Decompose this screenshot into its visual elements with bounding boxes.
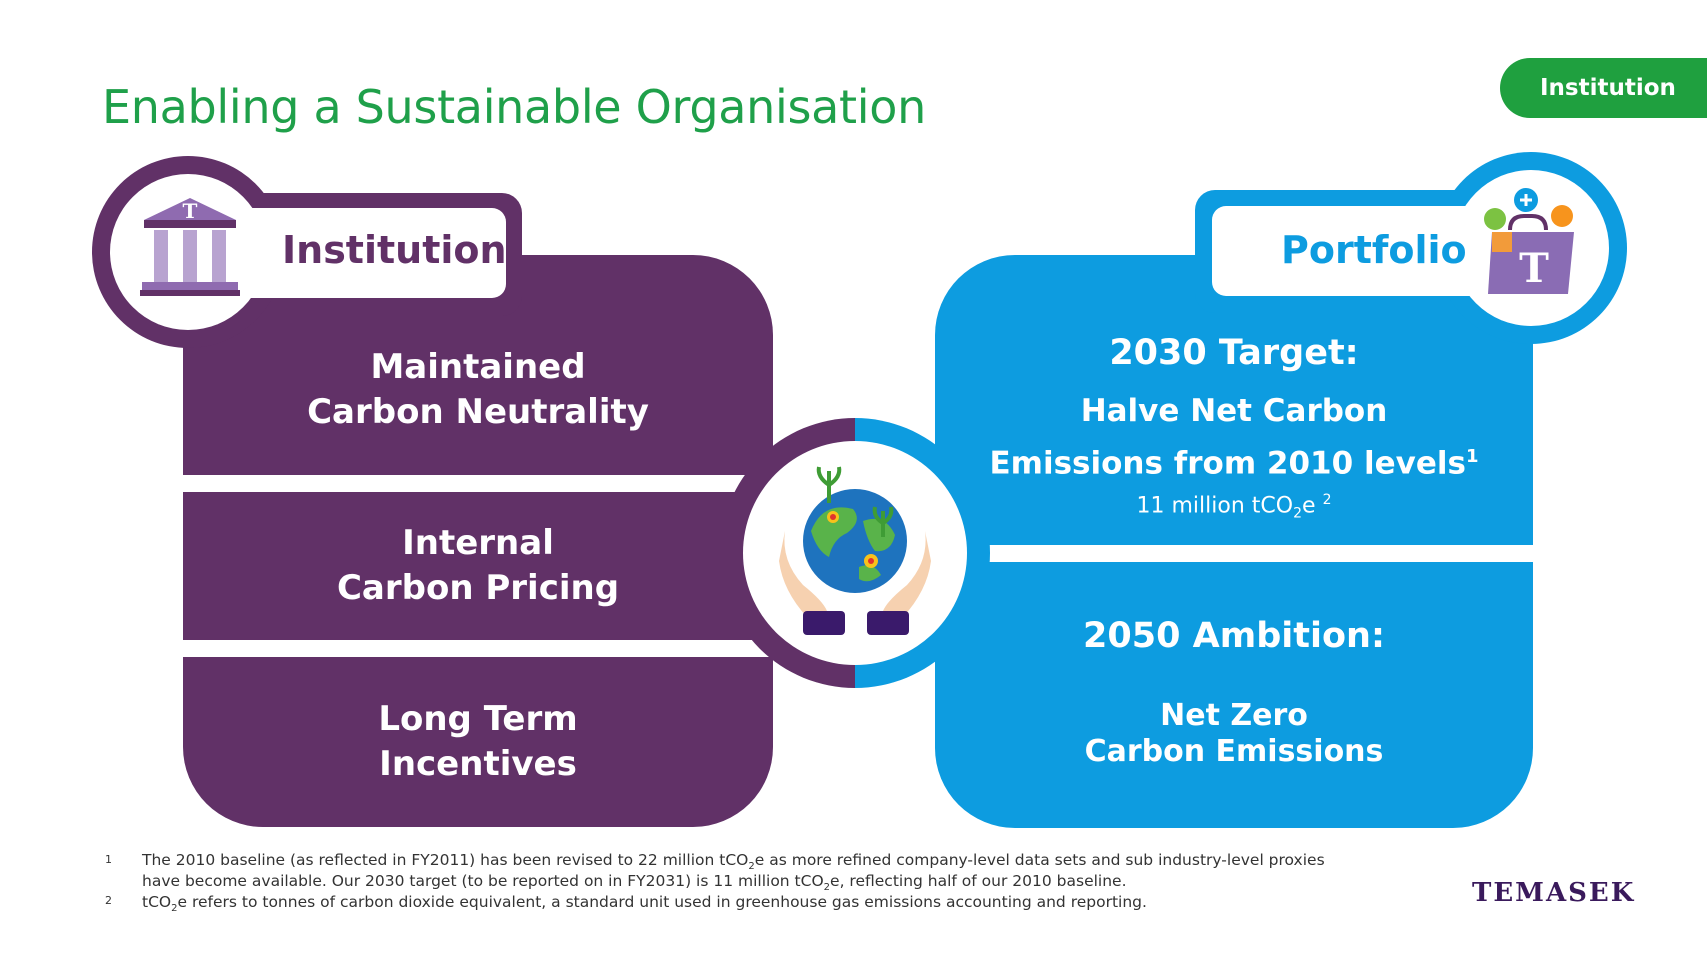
fn2-l1-sub: 2: [171, 903, 178, 915]
item-line1: Internal: [402, 523, 554, 563]
bank-building-icon: T: [140, 196, 240, 302]
target-footnote-ref: 1: [1465, 446, 1479, 467]
fn1-l2-sub: 2: [823, 882, 831, 894]
page-title: Enabling a Sustainable Organisation: [102, 80, 926, 134]
portfolio-2050-ambition: 2050 Ambition: Net Zero Carbon Emissions: [935, 562, 1533, 828]
item-line1: Maintained: [370, 347, 586, 387]
institution-item-carbon-pricing: Internal Carbon Pricing: [183, 492, 773, 640]
ambition-heading: 2050 Ambition:: [1083, 616, 1385, 656]
target-value-footnote-ref: 2: [1322, 492, 1332, 508]
item-line2: Carbon Pricing: [336, 568, 620, 608]
globe-in-hands-icon: [763, 461, 947, 649]
target-line1: Halve Net Carbon: [1080, 393, 1388, 429]
target-line2: Emissions from 2010 levels: [989, 445, 1466, 482]
shopping-bag-portfolio-icon: T: [1480, 186, 1580, 302]
svg-text:T: T: [183, 199, 198, 223]
section-tag: Institution: [1500, 58, 1707, 118]
target-value: 11 million tCO2e 2: [935, 492, 1533, 522]
svg-text:T: T: [1519, 245, 1549, 292]
fn1-l2-text: have become available. Our 2030 target (…: [142, 872, 824, 890]
ambition-line1: Net Zero: [1160, 698, 1308, 733]
footnote-2-line1: tCO2e refers to tonnes of carbon dioxide…: [142, 892, 1147, 919]
ambition-line2: Carbon Emissions: [1084, 734, 1384, 769]
footnote-number: 1: [105, 853, 112, 866]
fn1-l1-sub: 2: [748, 861, 755, 873]
fn1-l1-text: The 2010 baseline (as reflected in FY201…: [142, 851, 749, 869]
fn1-l1-post: e as more refined company-level data set…: [754, 851, 1325, 869]
item-line2: Incentives: [379, 744, 577, 784]
target-text: Halve Net Carbon Emissions from 2010 lev…: [935, 388, 1533, 486]
target-value-text: 11 million tCO: [1136, 493, 1294, 519]
fn2-l1-post: e refers to tonnes of carbon dioxide equ…: [177, 893, 1147, 911]
target-heading: 2030 Target:: [1109, 333, 1359, 373]
institution-label: Institution: [282, 228, 507, 272]
institution-badge-inner: [238, 208, 506, 298]
footnote-1-line2: have become available. Our 2030 target (…: [142, 871, 1127, 898]
item-line2: Carbon Neutrality: [307, 392, 649, 432]
target-value-post: e: [1302, 493, 1316, 519]
item-line1: Long Term: [378, 699, 578, 739]
ambition-text: Net Zero Carbon Emissions: [935, 698, 1533, 770]
target-value-sub: 2: [1293, 505, 1303, 522]
fn2-l1-text: tCO: [142, 893, 172, 911]
fn1-l2-post: e, reflecting half of our 2010 baseline.: [830, 872, 1127, 890]
footnote-number: 2: [105, 894, 112, 907]
portfolio-label: Portfolio: [1281, 228, 1467, 272]
temasek-logo: TEMASEK: [1472, 878, 1636, 908]
institution-item-incentives: Long Term Incentives: [183, 657, 773, 827]
footnote-1-line1: The 2010 baseline (as reflected in FY201…: [142, 850, 1325, 877]
